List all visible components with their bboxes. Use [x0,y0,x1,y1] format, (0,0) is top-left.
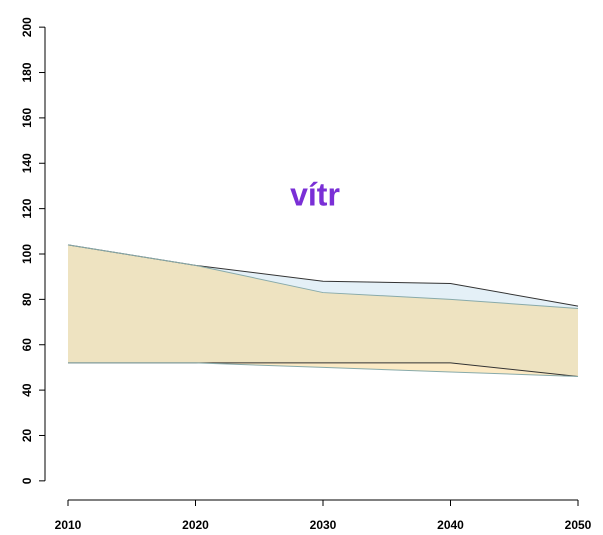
y-tick-label: 60 [20,338,34,352]
y-tick-label: 200 [20,17,34,37]
y-tick-label: 120 [20,198,34,218]
x-tick-label: 2030 [310,518,337,532]
chart-title: vítr [290,176,340,212]
y-tick-label: 100 [20,244,34,264]
x-tick-label: 2020 [182,518,209,532]
range-edge [68,362,579,377]
range-area [68,244,578,377]
y-tick-label: 40 [20,383,34,397]
y-tick-label: 80 [20,292,34,306]
y-tick-label: 0 [20,477,34,484]
x-tick-label: 2010 [55,518,82,532]
x-tick-label: 2040 [437,518,464,532]
y-tick-label: 180 [20,62,34,82]
y-tick-label: 160 [20,108,34,128]
y-tick-label: 140 [20,153,34,173]
x-tick-label: 2050 [565,518,592,532]
y-tick-label: 20 [20,428,34,442]
range-edge [67,244,579,309]
